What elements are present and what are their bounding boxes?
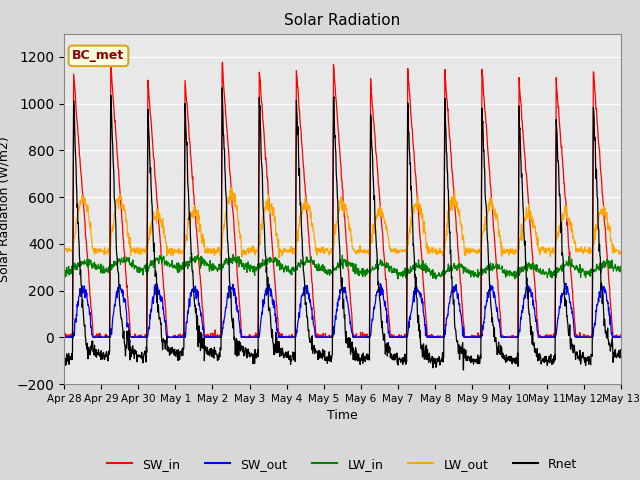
- SW_out: [246, 334, 254, 340]
- Rnet: [184, 181, 191, 187]
- SW_out: [551, 334, 559, 340]
- Rnet: [551, 357, 559, 363]
- Legend: SW_in, SW_out, LW_in, LW_out, Rnet: SW_in, SW_out, LW_in, LW_out, Rnet: [102, 453, 582, 476]
- Title: Solar Radiation: Solar Radiation: [284, 13, 401, 28]
- SW_out: [184, 311, 192, 316]
- LW_out: [180, 255, 188, 261]
- Rnet: [246, 351, 254, 357]
- SW_in: [246, 335, 254, 340]
- Line: Rnet: Rnet: [64, 88, 620, 370]
- LW_in: [616, 264, 624, 269]
- SW_out: [61, 335, 68, 340]
- SW_in: [551, 334, 559, 340]
- LW_in: [170, 264, 178, 270]
- LW_in: [551, 273, 559, 279]
- LW_in: [429, 267, 437, 273]
- Rnet: [218, 85, 226, 91]
- LW_out: [502, 248, 510, 253]
- SW_in: [60, 335, 68, 340]
- Line: LW_in: LW_in: [64, 254, 620, 279]
- Y-axis label: Solar Radiation (W/m2): Solar Radiation (W/m2): [0, 136, 11, 282]
- SW_in: [219, 59, 227, 65]
- Rnet: [616, 347, 624, 352]
- LW_out: [616, 251, 624, 257]
- Rnet: [170, 352, 178, 358]
- SW_out: [502, 335, 509, 340]
- LW_out: [184, 216, 192, 221]
- LW_out: [60, 246, 68, 252]
- LW_in: [246, 262, 254, 268]
- LW_out: [228, 185, 236, 191]
- Rnet: [460, 367, 467, 373]
- LW_out: [247, 247, 255, 253]
- LW_in: [184, 266, 191, 272]
- Rnet: [502, 360, 510, 365]
- LW_out: [429, 247, 437, 252]
- SW_out: [429, 334, 436, 339]
- SW_in: [170, 335, 178, 340]
- LW_in: [60, 272, 68, 278]
- LW_in: [229, 252, 237, 257]
- Rnet: [60, 360, 68, 366]
- LW_in: [394, 276, 402, 282]
- SW_in: [616, 332, 624, 338]
- SW_out: [616, 335, 624, 340]
- Line: SW_in: SW_in: [64, 62, 620, 337]
- LW_in: [502, 273, 510, 278]
- X-axis label: Time: Time: [327, 409, 358, 422]
- Rnet: [429, 365, 436, 371]
- SW_out: [60, 335, 68, 340]
- LW_out: [551, 249, 559, 254]
- Text: BC_met: BC_met: [72, 49, 125, 62]
- Line: SW_out: SW_out: [64, 283, 620, 337]
- SW_out: [562, 280, 570, 286]
- SW_in: [429, 335, 436, 340]
- Line: LW_out: LW_out: [64, 188, 620, 258]
- SW_in: [502, 334, 509, 340]
- SW_out: [171, 334, 179, 340]
- SW_in: [184, 114, 191, 120]
- LW_out: [170, 247, 178, 252]
